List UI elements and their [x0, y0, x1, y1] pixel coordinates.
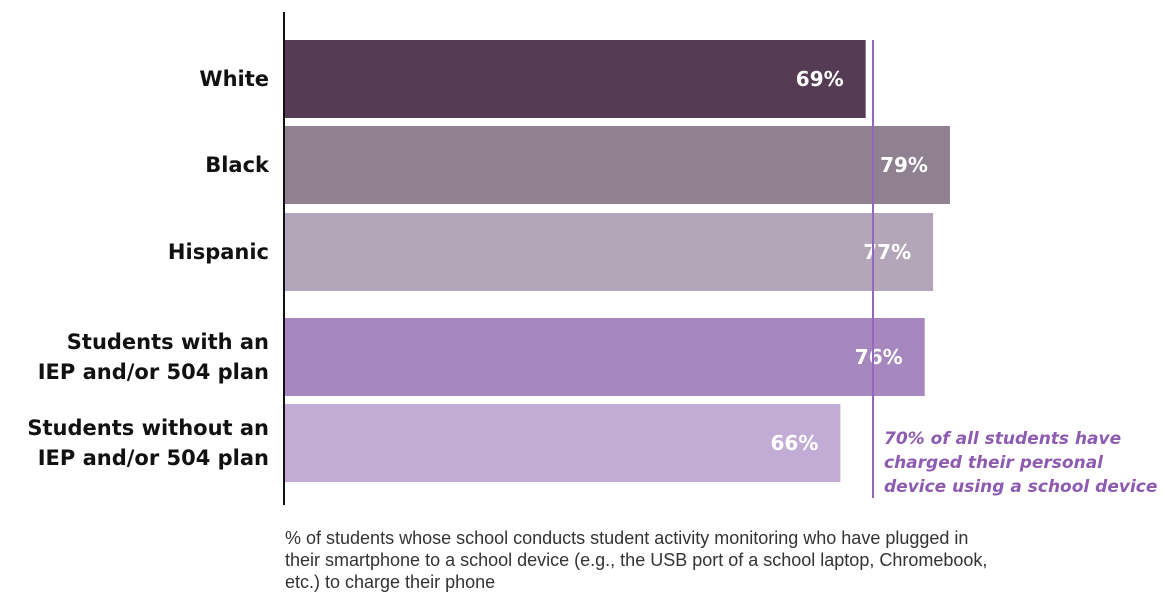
category-label-1: White [199, 67, 269, 91]
reference-line-label: 70% of all students have charged their pe… [884, 429, 1157, 497]
category-label-3: Hispanic [168, 240, 269, 264]
category-label-5: Students without an IEP and/or 504 plan [27, 416, 269, 470]
reference-line-text: 70% of all students have charged their pe… [884, 429, 1157, 497]
bar-1 [284, 40, 866, 118]
bar-4 [284, 318, 925, 396]
value-label-5: 66% [771, 431, 819, 455]
category-labels: White Black Hispanic Students with an IEP an… [27, 67, 270, 470]
bar-3 [284, 213, 934, 291]
category-label-2: Black [205, 153, 270, 177]
value-label-4: 76% [855, 345, 903, 369]
value-label-1: 69% [796, 67, 844, 91]
bar-2 [284, 126, 950, 204]
value-label-2: 79% [880, 153, 928, 177]
bars-group [284, 40, 950, 482]
value-label-3: 77% [863, 240, 911, 264]
value-labels: 69% 79% 77% 76% 66% [771, 67, 928, 455]
category-label-4: Students with an IEP and/or 504 plan [38, 330, 269, 384]
chart-caption: % of students whose school conducts stud… [285, 528, 988, 592]
bar-5 [284, 404, 841, 482]
